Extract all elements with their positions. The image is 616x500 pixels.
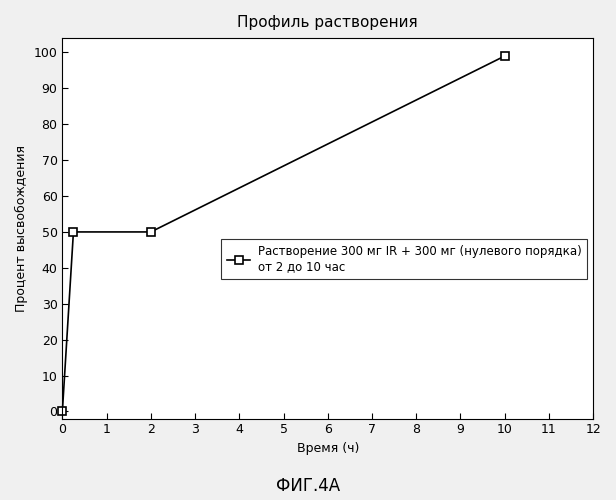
X-axis label: Время (ч): Время (ч) [296,442,359,455]
Text: ФИГ.4А: ФИГ.4А [276,477,340,495]
Title: Профиль растворения: Профиль растворения [237,15,418,30]
Y-axis label: Процент высвобождения: Процент высвобождения [15,145,28,312]
Legend: Растворение 300 мг IR + 300 мг (нулевого порядка)
от 2 до 10 час: Растворение 300 мг IR + 300 мг (нулевого… [221,239,587,279]
